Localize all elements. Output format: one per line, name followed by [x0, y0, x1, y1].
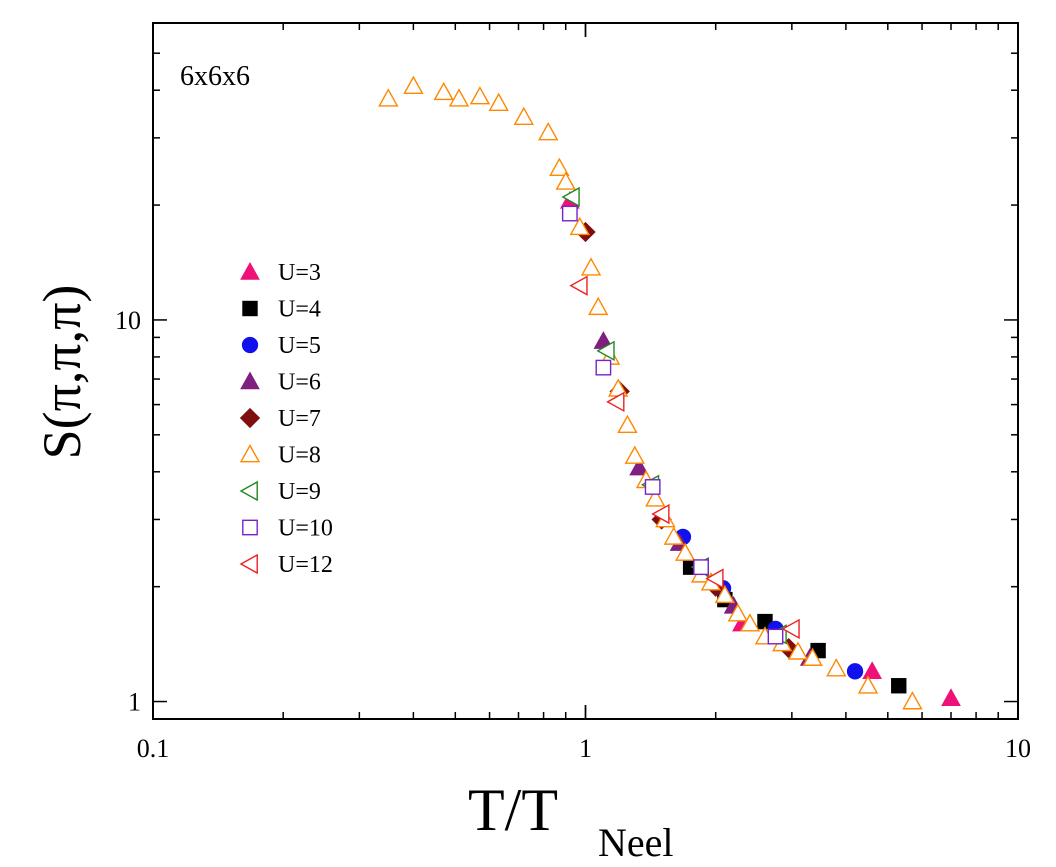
legend-label: U=6 — [278, 370, 321, 396]
data-point — [469, 86, 491, 105]
data-point — [549, 157, 570, 176]
annotation-label: 6x6x6 — [180, 61, 250, 92]
data-point — [561, 186, 580, 208]
data-point — [645, 488, 666, 507]
data-point — [588, 296, 609, 316]
data-point — [569, 216, 590, 236]
data-points — [378, 75, 961, 710]
legend-marker — [242, 300, 258, 317]
legend-label: U=3 — [278, 260, 321, 286]
series-u-5 — [674, 528, 864, 680]
y-tick-label: 1 — [128, 688, 141, 717]
legend-marker — [240, 371, 260, 390]
data-point — [561, 205, 578, 222]
data-point — [606, 391, 625, 413]
data-point — [862, 661, 882, 680]
series-u-9 — [561, 186, 787, 645]
x-axis-title: T/T Neel — [468, 777, 674, 865]
data-point — [693, 559, 709, 576]
legend-marker — [239, 553, 258, 575]
legend-marker — [239, 444, 261, 463]
data-point — [767, 628, 784, 645]
data-point — [802, 647, 823, 666]
data-point — [555, 171, 576, 190]
data-point — [787, 641, 809, 660]
data-point — [448, 88, 470, 107]
data-point — [651, 503, 670, 525]
legend-label: U=4 — [278, 297, 321, 323]
axis-ticks — [152, 22, 1019, 720]
data-point — [846, 663, 864, 680]
data-point — [624, 445, 645, 464]
legend-marker — [239, 480, 258, 502]
data-point — [674, 542, 696, 561]
series-u-7 — [575, 221, 799, 659]
legend-marker — [242, 519, 258, 536]
legend-label: U=5 — [278, 333, 321, 359]
data-point — [727, 603, 749, 622]
data-point — [403, 75, 424, 95]
y-tick-label: 10 — [115, 306, 141, 335]
x-tick-label: 10 — [1005, 734, 1031, 763]
data-point — [902, 691, 923, 710]
y-axis-title: S(π,π,π) — [32, 285, 92, 460]
data-point — [714, 584, 736, 604]
series-u-12 — [569, 275, 800, 640]
x-tick-label: 0.1 — [137, 734, 170, 763]
legend-label: U=12 — [278, 552, 333, 578]
legend-label: U=9 — [278, 479, 321, 505]
series-u-8 — [378, 75, 923, 710]
x-tick-label: 1 — [579, 734, 592, 763]
data-point — [378, 88, 399, 107]
data-point — [857, 675, 879, 694]
data-point — [629, 457, 649, 476]
x-axis-title-main: T/T — [468, 777, 558, 843]
data-point — [513, 106, 534, 126]
legend-marker — [240, 261, 260, 280]
data-point — [617, 414, 638, 434]
data-point — [538, 121, 559, 141]
data-point — [826, 658, 847, 677]
legend: U=3 U=4 U=5 U=6 U=7 U=8 U=9 U=10 U=12 — [239, 260, 333, 578]
legend-label: U=7 — [278, 406, 321, 432]
data-point — [596, 340, 615, 362]
data-point — [488, 92, 509, 112]
series-u-6 — [593, 331, 820, 666]
legend-label: U=8 — [278, 443, 321, 469]
data-point — [433, 81, 454, 101]
data-point — [941, 688, 961, 706]
data-point — [891, 678, 907, 694]
data-point — [781, 618, 800, 640]
data-point — [663, 526, 684, 545]
data-point — [569, 275, 588, 296]
data-point — [705, 568, 724, 589]
data-point — [595, 359, 612, 376]
legend-label: U=10 — [278, 516, 333, 542]
legend-marker — [241, 336, 259, 354]
data-point — [644, 479, 661, 495]
x-axis-title-subscript: Neel — [598, 820, 674, 865]
legend-marker — [239, 407, 261, 429]
tick-labels: 0.1 1 10 1 10 — [115, 306, 1031, 763]
data-point — [580, 257, 602, 276]
series-u-10 — [561, 205, 784, 645]
data-point — [739, 613, 761, 632]
